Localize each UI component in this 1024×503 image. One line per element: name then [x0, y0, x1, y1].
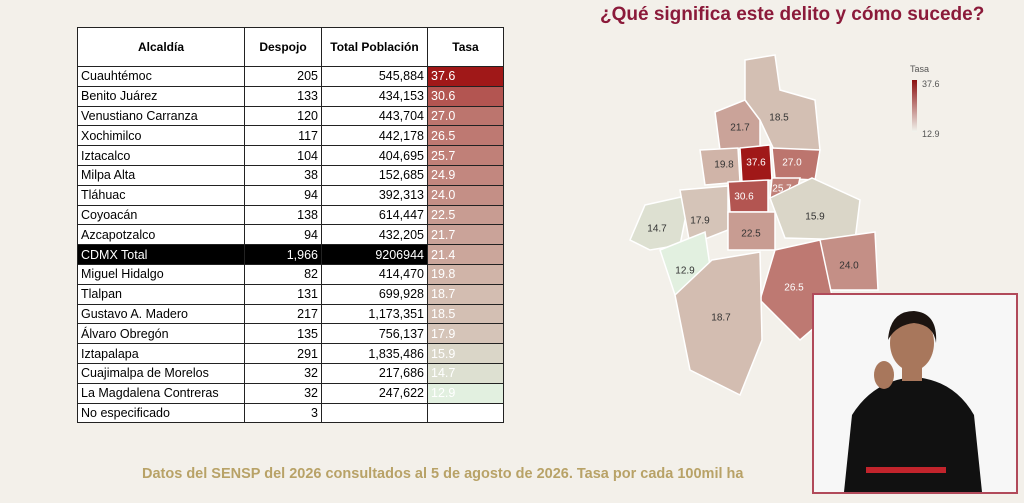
table-row: Milpa Alta 38 152,685 24.9: [77, 164, 504, 186]
table-cell: Gustavo A. Madero: [77, 303, 245, 325]
table-cell: 9206944: [321, 244, 428, 265]
table-cell: Benito Juárez: [77, 85, 245, 107]
table-cell: Milpa Alta: [77, 164, 245, 186]
map-label: 22.5: [741, 229, 761, 240]
interpreter-figure: [814, 295, 1016, 492]
map-label: 37.6: [746, 158, 766, 169]
legend-min: 12.9: [922, 129, 940, 139]
map-label: 30.6: [734, 192, 754, 203]
table-cell: 24.9: [427, 164, 504, 186]
table-body: Cuauhtémoc 205 545,884 37.6 Benito Juárez 133…: [77, 66, 504, 424]
map-label: 27.0: [782, 158, 802, 169]
table-cell: 24.0: [427, 184, 504, 206]
table-cell: No especificado: [77, 402, 245, 424]
table-cell: [427, 402, 504, 424]
table-cell: 37.6: [427, 66, 504, 87]
map-label: 15.9: [805, 212, 825, 223]
table-cell: Tlalpan: [77, 283, 245, 305]
map-label: 17.9: [690, 216, 710, 227]
table-cell: 21.4: [427, 244, 504, 265]
table-cell: 17.9: [427, 323, 504, 345]
table-row: Coyoacán 138 614,447 22.5: [77, 204, 504, 226]
map-region: [674, 251, 763, 397]
table-cell: 18.5: [427, 303, 504, 325]
map-label: 26.5: [784, 283, 804, 294]
table-row: Miguel Hidalgo 82 414,470 19.8: [77, 263, 504, 285]
map-label: 21.7: [730, 123, 750, 134]
table-row: Iztapalapa 291 1,835,486 15.9: [77, 343, 504, 364]
table-cell: 135: [244, 323, 322, 345]
legend-max: 37.6: [922, 79, 940, 89]
table-cell: 19.8: [427, 263, 504, 285]
table-cell: 131: [244, 283, 322, 305]
table-cell: 15.9: [427, 343, 504, 364]
table-cell: 205: [244, 66, 322, 87]
map-label: 24.0: [839, 261, 859, 272]
table-cell: 614,447: [321, 204, 428, 226]
header-row: Alcaldía Despojo Total Población Tasa: [77, 27, 504, 67]
table-row: Álvaro Obregón 135 756,137 17.9: [77, 323, 504, 345]
data-table: Alcaldía Despojo Total Población Tasa Cu…: [77, 27, 504, 424]
table-row: Benito Juárez 133 434,153 30.6: [77, 85, 504, 107]
table-row: Xochimilco 117 442,178 26.5: [77, 125, 504, 147]
map-label: 18.7: [711, 313, 731, 324]
footer-note: Datos del SENSP del 2026 consultados al …: [142, 466, 744, 482]
map-label: 14.7: [647, 224, 667, 235]
map-region: [714, 99, 761, 151]
map-region: [769, 177, 861, 241]
table-cell: 3: [244, 402, 322, 424]
table-cell: 104: [244, 145, 322, 166]
table-row: Tlalpan 131 699,928 18.7: [77, 283, 504, 305]
table-row: La Magdalena Contreras 32 247,622 12.9: [77, 382, 504, 404]
map-label: 19.8: [714, 160, 734, 171]
table-cell: 442,178: [321, 125, 428, 147]
table-cell: Coyoacán: [77, 204, 245, 226]
table-cell: 443,704: [321, 105, 428, 127]
table-cell: 18.7: [427, 283, 504, 305]
map-label: 18.5: [769, 113, 789, 124]
table-cell: 26.5: [427, 125, 504, 147]
table-cell: Álvaro Obregón: [77, 323, 245, 345]
map-label: 12.9: [675, 266, 695, 277]
column-header: Total Población: [321, 27, 428, 67]
table-cell: 12.9: [427, 382, 504, 404]
heading: ¿Qué significa este delito y cómo sucede…: [600, 4, 985, 25]
table-row: Iztacalco 104 404,695 25.7: [77, 145, 504, 166]
column-header: Tasa: [427, 27, 504, 67]
table-row: Gustavo A. Madero 217 1,173,351 18.5: [77, 303, 504, 325]
table-row: No especificado 3: [77, 402, 504, 424]
table-row: Tláhuac 94 392,313 24.0: [77, 184, 504, 206]
map-label: 25.7: [772, 184, 792, 195]
table-cell: 14.7: [427, 362, 504, 384]
interpreter-video: [812, 293, 1018, 494]
table-cell: 30.6: [427, 85, 504, 107]
table-cell: 21.7: [427, 224, 504, 246]
table-cell: Cuajimalpa de Morelos: [77, 362, 245, 384]
legend-scale: [912, 80, 917, 132]
table-row: Azcapotzalco 94 432,205 21.7: [77, 224, 504, 246]
table-cell: 27.0: [427, 105, 504, 127]
table-cell: 25.7: [427, 145, 504, 166]
legend-title: Tasa: [910, 64, 929, 74]
table-cell: 32: [244, 382, 322, 404]
table-row: Cuajimalpa de Morelos 32 217,686 14.7: [77, 362, 504, 384]
